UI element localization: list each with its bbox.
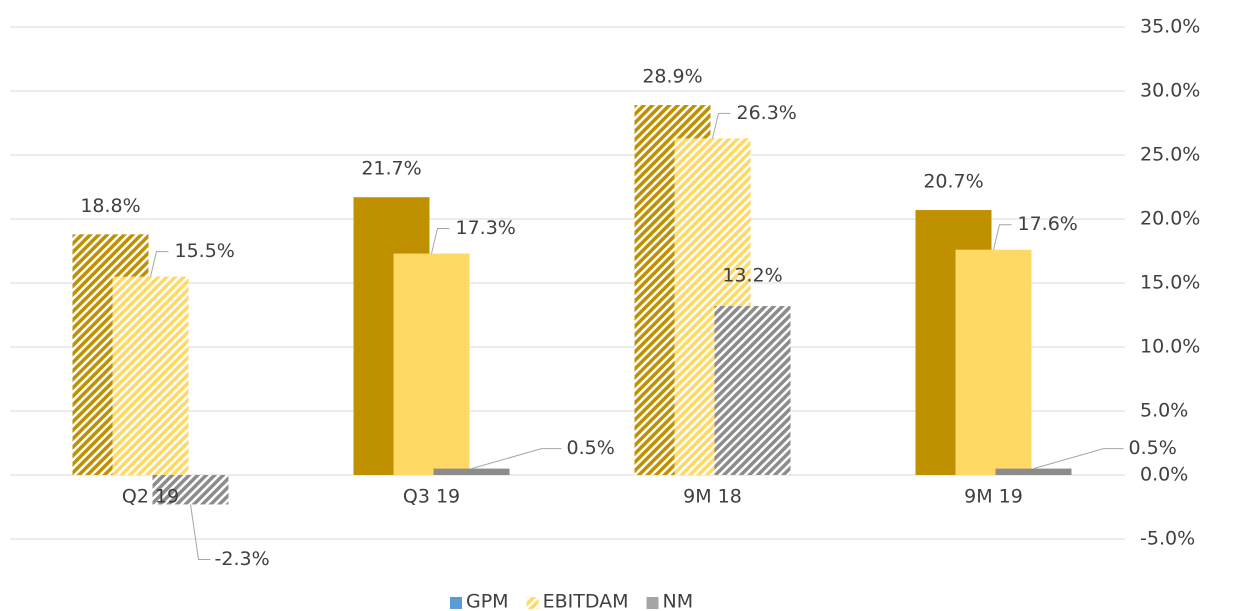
legend-swatch <box>646 597 659 609</box>
y-tick-label: 30.0% <box>1140 80 1200 102</box>
bar <box>433 468 510 475</box>
y-tick-label: 35.0% <box>1140 16 1200 38</box>
y-tick-label: 10.0% <box>1140 336 1200 358</box>
value-label: 18.8% <box>80 195 140 217</box>
y-tick-label: 0.0% <box>1140 464 1188 486</box>
y-tick-label: 25.0% <box>1140 144 1200 166</box>
value-label: 0.5% <box>1129 437 1177 459</box>
value-label: 21.7% <box>361 158 421 180</box>
x-tick-label: Q3 19 <box>403 486 460 508</box>
value-label: 17.6% <box>1018 213 1078 235</box>
legend-label: NM <box>663 591 694 611</box>
bar <box>714 306 791 475</box>
value-label: 15.5% <box>175 240 235 262</box>
bar <box>393 253 470 475</box>
x-tick-label: Q2 19 <box>122 486 179 508</box>
leader-line <box>431 228 450 254</box>
value-label: -2.3% <box>215 548 270 570</box>
legend-swatch <box>526 597 539 609</box>
y-tick-label: 20.0% <box>1140 208 1200 230</box>
y-tick-label: -5.0% <box>1140 528 1195 550</box>
bar <box>955 249 1032 475</box>
value-label: 13.2% <box>722 265 782 287</box>
y-tick-label: 5.0% <box>1140 400 1188 422</box>
value-label: 28.9% <box>642 66 702 88</box>
bar <box>112 276 189 475</box>
legend-label: GPM <box>466 591 509 611</box>
legend-swatch <box>450 597 462 609</box>
y-tick-label: 15.0% <box>1140 272 1200 294</box>
bar <box>152 475 229 505</box>
value-label: 17.3% <box>456 217 516 239</box>
leader-line <box>150 251 169 277</box>
bar <box>995 468 1072 475</box>
leader-line <box>993 224 1012 250</box>
leader-line <box>190 504 211 560</box>
value-label: 26.3% <box>737 102 797 124</box>
leader-line <box>1033 448 1124 470</box>
legend-label: EBITDAM <box>543 591 629 611</box>
value-label: 20.7% <box>923 171 983 193</box>
value-label: 0.5% <box>567 437 615 459</box>
leader-line <box>471 448 562 470</box>
leader-line <box>712 112 731 139</box>
x-tick-label: 9M 19 <box>964 486 1023 508</box>
x-tick-label: 9M 18 <box>683 486 742 508</box>
